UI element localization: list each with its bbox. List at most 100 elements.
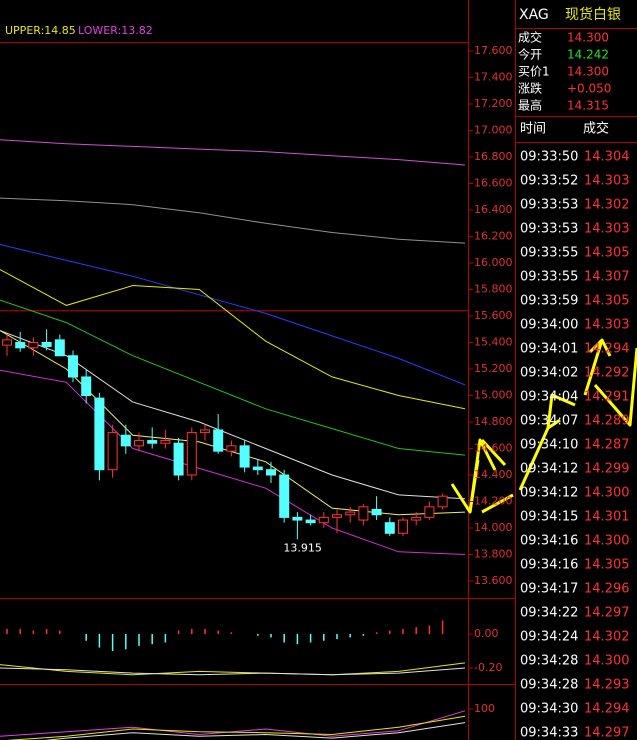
indicator-line — [0, 197, 466, 244]
candle-body — [345, 511, 356, 516]
y-tick-label: 16.800 — [474, 150, 513, 163]
low-annotation: 13.915 — [283, 541, 322, 554]
y-tick-label: 15.600 — [474, 309, 513, 322]
trade-price: 14.302 — [584, 198, 630, 213]
candle-body — [358, 506, 369, 521]
indicator-line — [0, 369, 466, 555]
y-tick-label: 14.200 — [474, 495, 513, 508]
trade-price: 14.301 — [584, 510, 630, 525]
trade-price: 14.304 — [584, 150, 630, 165]
y-tick-label: 16.000 — [474, 256, 513, 269]
trade-price: 14.293 — [584, 678, 630, 693]
candle-body — [279, 474, 290, 518]
y-tick-label: 14.000 — [474, 521, 513, 534]
symbol: XAG — [519, 7, 549, 23]
indicator-line — [0, 269, 466, 410]
y-tick-label: 16.400 — [474, 203, 513, 216]
arrow — [518, 418, 561, 491]
quote-label: 涨跌 — [518, 81, 542, 96]
y-tick-label: 16.200 — [474, 230, 513, 243]
trade-price: 14.305 — [584, 294, 630, 309]
quote-label: 最高 — [518, 98, 542, 113]
trade-price: 14.294 — [584, 702, 630, 717]
trade-time: 09:34:00 — [520, 318, 578, 333]
y-tick-label: 15.200 — [474, 362, 513, 375]
arrow — [481, 493, 514, 514]
trade-time: 09:33:53 — [520, 222, 578, 237]
candle-body — [371, 508, 382, 516]
candle-body — [200, 429, 210, 434]
candle-body — [239, 445, 250, 468]
y-tick-label: 100 — [474, 702, 495, 715]
candle-body — [81, 376, 92, 397]
trade-time: 09:34:16 — [520, 534, 578, 549]
candle-body — [94, 397, 105, 471]
candle-body — [2, 339, 12, 346]
trade-price: 14.303 — [584, 174, 630, 189]
trade-time: 09:34:24 — [520, 630, 578, 645]
trade-time: 09:34:12 — [520, 462, 578, 477]
trade-price: 14.294 — [584, 342, 630, 357]
arrows — [450, 338, 637, 514]
trade-time: 09:33:59 — [520, 294, 578, 309]
candle-body — [226, 445, 237, 452]
trade-price: 14.300 — [584, 654, 630, 669]
trade-time: 09:33:53 — [520, 198, 578, 213]
trade-time: 09:34:07 — [520, 414, 578, 429]
candle-body — [252, 466, 263, 471]
candle-body — [332, 514, 342, 518]
trade-time: 09:34:28 — [520, 654, 578, 669]
trade-time: 09:34:30 — [520, 702, 578, 717]
indicator-line — [0, 662, 466, 676]
trade-price: 14.300 — [584, 534, 630, 549]
candle-body — [437, 495, 448, 508]
trade-price: 14.305 — [584, 558, 630, 573]
trades-header: 成交 — [583, 121, 609, 137]
candle-body — [305, 519, 316, 524]
trade-price: 14.300 — [584, 486, 630, 501]
arrow — [593, 347, 637, 427]
y-tick-label: 14.800 — [474, 415, 513, 428]
y-tick-label: 17.400 — [474, 71, 513, 84]
trade-time: 09:34:01 — [520, 342, 578, 357]
indicator-line — [5, 715, 466, 740]
legend-upper: UPPER:14.85 — [5, 24, 76, 37]
trade-price: 14.287 — [584, 438, 630, 453]
quote-value: 14.242 — [567, 48, 609, 62]
trade-price: 14.305 — [584, 246, 630, 261]
candle-body — [41, 342, 52, 347]
trade-time: 09:34:22 — [520, 606, 578, 621]
trades-header: 时间 — [520, 122, 546, 137]
candle-body — [186, 432, 197, 476]
quote-value: 14.315 — [567, 99, 609, 113]
y-tick-label: 17.000 — [474, 124, 513, 137]
candle-body — [398, 519, 408, 534]
indicator-line — [0, 330, 466, 516]
arrow — [546, 393, 576, 429]
y-tick-label: 17.200 — [474, 97, 513, 110]
trade-time: 09:34:15 — [520, 510, 578, 525]
quote-label: 成交 — [518, 30, 542, 45]
trade-time: 09:34:04 — [520, 390, 578, 405]
y-tick-label: 13.800 — [474, 548, 513, 561]
trade-time: 09:34:33 — [520, 726, 578, 740]
trade-time: 09:33:52 — [520, 174, 578, 189]
trade-price: 14.291 — [584, 390, 630, 405]
trade-time: 09:34:02 — [520, 366, 578, 381]
legend-lower: LOWER:13.82 — [78, 24, 153, 37]
candle-body — [107, 432, 118, 471]
indicator-line — [0, 299, 466, 456]
candle-body — [68, 355, 78, 378]
candle-body — [411, 516, 422, 521]
candle-body — [213, 429, 224, 452]
indicator-line — [0, 667, 466, 676]
y-tick-label: 17.600 — [474, 44, 513, 57]
trade-price: 14.303 — [584, 318, 630, 333]
trade-time: 09:34:12 — [520, 486, 578, 501]
trade-price: 14.289 — [584, 414, 630, 429]
candle-body — [160, 440, 171, 444]
trade-price: 14.296 — [584, 582, 630, 597]
candle-body — [15, 342, 26, 349]
